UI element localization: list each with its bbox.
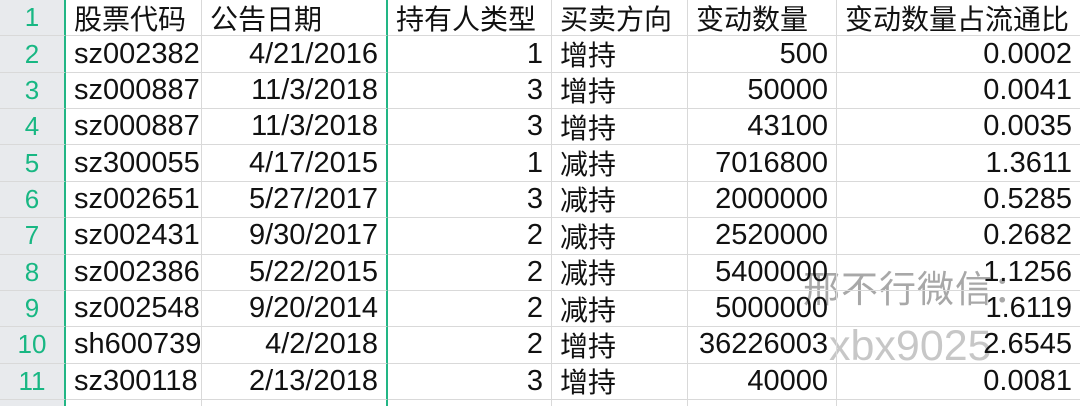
data-row: 10 sh600739 4/2/2018 2 增持 36226003 2.654… (0, 327, 1080, 364)
cell-holder-type[interactable] (388, 399, 552, 406)
cell-holder-type[interactable]: 3 (388, 72, 552, 110)
data-row: 3 sz000887 11/3/2018 3 增持 50000 0.0041 (0, 72, 1080, 110)
cell-direction[interactable]: 增持 (552, 36, 688, 73)
cell-direction[interactable]: 增持 (552, 363, 688, 400)
cell-holder-type[interactable]: 2 (388, 218, 552, 255)
cell-announce-date[interactable] (202, 399, 388, 406)
cell-change-ratio[interactable]: 0.0035 (837, 109, 1080, 146)
cell-holder-type[interactable]: 1 (388, 36, 552, 73)
data-row: 8 sz002386 5/22/2015 2 减持 5400000 1.1256 (0, 254, 1080, 291)
header-stock-code[interactable]: 股票代码 (66, 0, 202, 37)
header-row: 1 股票代码 公告日期 持有人类型 买卖方向 变动数量 变动数量占流通比 (0, 0, 1080, 37)
cell-holder-type[interactable]: 3 (388, 109, 552, 146)
cell-change-qty[interactable]: 5400000 (688, 254, 837, 291)
row-number[interactable]: 9 (0, 290, 66, 328)
cell-stock-code[interactable]: sz002651 (66, 181, 202, 219)
row-number[interactable]: 1 (0, 0, 66, 37)
cell-stock-code[interactable]: sh600739 (66, 327, 202, 364)
cell-change-qty[interactable]: 43100 (688, 109, 837, 146)
cell-holder-type[interactable]: 2 (388, 327, 552, 364)
data-row: 5 sz300055 4/17/2015 1 减持 7016800 1.3611 (0, 145, 1080, 182)
row-number[interactable]: 3 (0, 72, 66, 110)
cell-change-ratio[interactable]: 0.0002 (837, 36, 1080, 73)
cell-direction[interactable]: 增持 (552, 72, 688, 110)
cell-change-qty[interactable]: 40000 (688, 363, 837, 400)
cell-change-qty[interactable]: 36226003 (688, 327, 837, 364)
data-row: 2 sz002382 4/21/2016 1 增持 500 0.0002 (0, 36, 1080, 73)
cell-change-ratio[interactable]: 0.0041 (837, 73, 1080, 110)
partial-row (0, 399, 1080, 406)
cell-direction[interactable]: 减持 (552, 145, 688, 182)
cell-direction[interactable]: 减持 (552, 254, 688, 291)
cell-change-ratio[interactable]: 1.1256 (837, 255, 1080, 291)
cell-holder-type[interactable]: 3 (388, 363, 552, 400)
cell-change-ratio[interactable]: 2.6545 (837, 327, 1080, 364)
cell-holder-type[interactable]: 3 (388, 181, 552, 219)
row-number[interactable]: 4 (0, 109, 66, 146)
data-row: 4 sz000887 11/3/2018 3 增持 43100 0.0035 (0, 109, 1080, 146)
cell-holder-type[interactable]: 2 (388, 290, 552, 328)
row-number[interactable]: 6 (0, 181, 66, 219)
data-row: 11 sz300118 2/13/2018 3 增持 40000 0.0081 (0, 363, 1080, 400)
cell-stock-code[interactable]: sz300118 (66, 363, 202, 400)
cell-stock-code[interactable]: sz002386 (66, 254, 202, 291)
header-holder-type[interactable]: 持有人类型 (388, 0, 552, 37)
cell-stock-code[interactable]: sz000887 (66, 72, 202, 110)
cell-announce-date[interactable]: 9/20/2014 (202, 290, 388, 328)
row-number[interactable]: 11 (0, 363, 66, 400)
cell-direction[interactable] (552, 399, 688, 406)
cell-change-ratio[interactable]: 1.6119 (837, 291, 1080, 328)
cell-change-ratio[interactable]: 1.3611 (837, 145, 1080, 182)
row-number[interactable]: 8 (0, 254, 66, 291)
cell-announce-date[interactable]: 11/3/2018 (202, 72, 388, 110)
cell-announce-date[interactable]: 5/22/2015 (202, 254, 388, 291)
cell-stock-code[interactable] (66, 399, 202, 406)
data-row: 9 sz002548 9/20/2014 2 减持 5000000 1.6119 (0, 290, 1080, 328)
cell-direction[interactable]: 减持 (552, 181, 688, 219)
row-number[interactable]: 5 (0, 145, 66, 182)
header-change-qty[interactable]: 变动数量 (688, 0, 837, 37)
cell-stock-code[interactable]: sz002382 (66, 36, 202, 73)
cell-stock-code[interactable]: sz002431 (66, 218, 202, 255)
cell-announce-date[interactable]: 4/2/2018 (202, 327, 388, 364)
cell-announce-date[interactable]: 2/13/2018 (202, 363, 388, 400)
row-number[interactable]: 7 (0, 218, 66, 255)
header-announce-date[interactable]: 公告日期 (202, 0, 388, 37)
cell-change-ratio[interactable]: 0.5285 (837, 182, 1080, 219)
data-row: 6 sz002651 5/27/2017 3 减持 2000000 0.5285 (0, 181, 1080, 219)
cell-change-qty[interactable] (688, 399, 837, 406)
cell-holder-type[interactable]: 1 (388, 145, 552, 182)
cell-direction[interactable]: 减持 (552, 218, 688, 255)
cell-announce-date[interactable]: 4/21/2016 (202, 36, 388, 73)
cell-announce-date[interactable]: 9/30/2017 (202, 218, 388, 255)
header-direction[interactable]: 买卖方向 (552, 0, 688, 37)
cell-announce-date[interactable]: 11/3/2018 (202, 109, 388, 146)
cell-change-qty[interactable]: 5000000 (688, 290, 837, 328)
row-number[interactable]: 2 (0, 36, 66, 73)
cell-stock-code[interactable]: sz300055 (66, 145, 202, 182)
watermark-id: xbx9025 (829, 322, 992, 370)
cell-change-ratio[interactable] (837, 400, 1080, 406)
cell-holder-type[interactable]: 2 (388, 254, 552, 291)
cell-direction[interactable]: 增持 (552, 327, 688, 364)
cell-change-qty[interactable]: 7016800 (688, 145, 837, 182)
cell-stock-code[interactable]: sz002548 (66, 290, 202, 328)
cell-stock-code[interactable]: sz000887 (66, 109, 202, 146)
cell-announce-date[interactable]: 5/27/2017 (202, 181, 388, 219)
cell-change-qty[interactable]: 50000 (688, 72, 837, 110)
cell-change-qty[interactable]: 500 (688, 36, 837, 73)
cell-direction[interactable]: 减持 (552, 290, 688, 328)
cell-change-ratio[interactable]: 0.2682 (837, 218, 1080, 255)
header-change-ratio[interactable]: 变动数量占流通比 (837, 0, 1080, 37)
cell-change-qty[interactable]: 2520000 (688, 218, 837, 255)
cell-direction[interactable]: 增持 (552, 109, 688, 146)
cell-announce-date[interactable]: 4/17/2015 (202, 145, 388, 182)
row-number[interactable] (0, 399, 66, 406)
row-number[interactable]: 10 (0, 327, 66, 364)
cell-change-qty[interactable]: 2000000 (688, 181, 837, 219)
cell-change-ratio[interactable]: 0.0081 (837, 364, 1080, 400)
data-row: 7 sz002431 9/30/2017 2 减持 2520000 0.2682 (0, 218, 1080, 255)
